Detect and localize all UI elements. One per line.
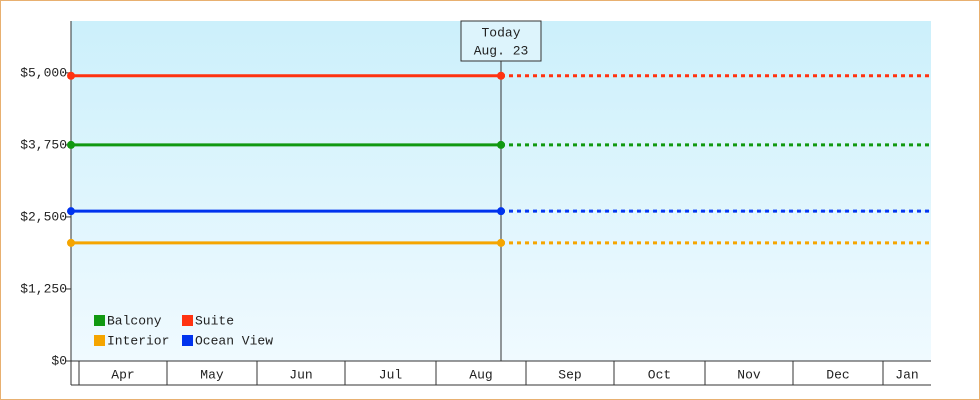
series-point — [67, 71, 75, 80]
series-point — [497, 238, 505, 247]
legend-swatch — [94, 335, 105, 346]
legend-label: Balcony — [107, 313, 162, 328]
series-point — [497, 207, 505, 216]
legend-label: Suite — [195, 313, 234, 328]
y-tick-label: $3,750 — [20, 137, 67, 152]
series-point — [67, 207, 75, 216]
x-tick-label: Apr — [111, 367, 134, 382]
x-tick-label: Dec — [826, 367, 849, 382]
y-tick-label: $0 — [51, 353, 67, 368]
series-point — [497, 71, 505, 80]
legend-label: Interior — [107, 333, 169, 348]
legend-swatch — [182, 335, 193, 346]
legend-swatch — [182, 315, 193, 326]
series-point — [67, 238, 75, 247]
today-box — [460, 20, 542, 62]
legend-swatch — [94, 315, 105, 326]
x-tick-label: Aug — [469, 367, 492, 382]
today-label: Today — [481, 25, 520, 40]
x-tick-label: Jan — [895, 367, 918, 382]
x-tick-label: Nov — [737, 367, 761, 382]
x-tick-label: Jun — [289, 367, 312, 382]
x-tick-label: Oct — [648, 367, 671, 382]
legend-label: Ocean View — [195, 333, 273, 348]
x-tick-label: Jul — [379, 367, 403, 382]
y-tick-label: $5,000 — [20, 65, 67, 80]
y-tick-label: $1,250 — [20, 281, 67, 296]
y-tick-label: $2,500 — [20, 209, 67, 224]
today-label: Aug. 23 — [474, 43, 529, 58]
series-point — [497, 140, 505, 149]
x-tick-label: Sep — [558, 367, 581, 382]
series-point — [67, 140, 75, 149]
x-tick-label: May — [200, 367, 224, 382]
